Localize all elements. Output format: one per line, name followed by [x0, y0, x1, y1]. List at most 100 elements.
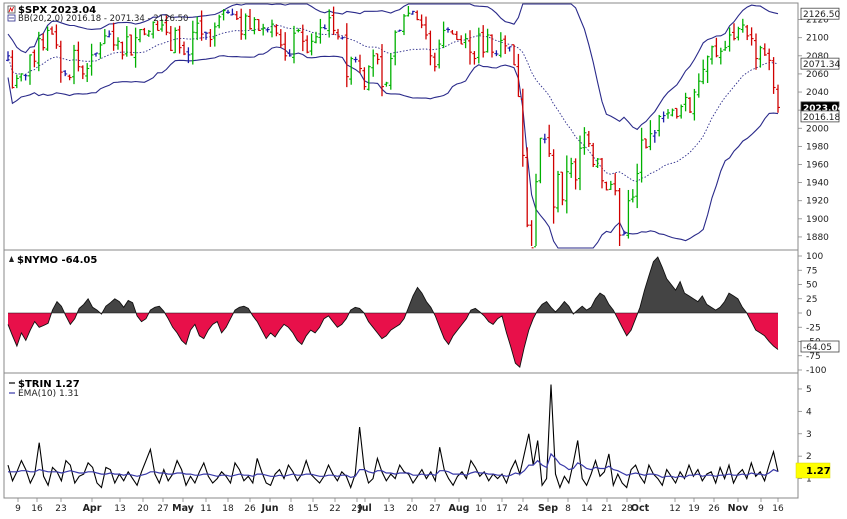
trin-tick-label: 2: [806, 452, 812, 462]
price-bar: [199, 10, 204, 41]
price-bar: [72, 44, 76, 85]
price-bar: [243, 13, 248, 40]
price-bar: [67, 74, 72, 81]
price-tick-label: 2060: [806, 70, 829, 80]
price-tick-label: 2080: [806, 52, 829, 62]
price-tick-label: 1900: [806, 215, 829, 225]
price-bar: [490, 34, 494, 58]
price-bar: [234, 11, 239, 20]
price-bar: [221, 9, 226, 21]
price-bar: [758, 45, 763, 68]
price-bar: [652, 129, 657, 143]
price-bar: [248, 9, 252, 30]
x-tick-label: 17: [496, 504, 507, 514]
price-bar: [525, 147, 530, 228]
price-bar: [89, 43, 94, 76]
price-bar: [177, 25, 182, 54]
price-bar: [776, 84, 780, 113]
price-bar: [397, 29, 402, 32]
price-bar: [124, 26, 129, 57]
price-tick-label: 1960: [806, 160, 829, 170]
trin-panel-frame: [3, 372, 799, 499]
price-badge-text: 2023.04: [803, 104, 844, 114]
price-bar: [674, 107, 679, 119]
price-bar: [657, 114, 662, 137]
nymo-negative-area: [8, 313, 778, 368]
price-bar: [450, 29, 455, 35]
price-bar: [129, 34, 134, 56]
x-tick-label: 13: [383, 504, 394, 514]
nymo-tick-label: 100: [806, 252, 823, 262]
x-tick-label: 21: [601, 504, 612, 514]
price-bar: [322, 24, 327, 30]
trin-legend: $TRIN 1.27 EMA(10) 1.31: [9, 379, 80, 399]
price-bars: [6, 6, 780, 249]
price-bar: [586, 130, 591, 148]
price-bar: [300, 24, 305, 52]
price-bar: [749, 27, 754, 46]
nymo-tick-label: 0: [806, 309, 812, 319]
price-bar: [670, 108, 675, 117]
price-bar: [36, 31, 41, 72]
price-bar: [318, 18, 323, 44]
price-bar: [692, 88, 697, 121]
trin-line: [7, 384, 779, 490]
trin-lines: [7, 384, 779, 490]
price-bar: [230, 8, 235, 16]
bb-lower-line: [7, 46, 779, 249]
price-bar: [661, 111, 666, 123]
x-tick-label: 26: [708, 504, 720, 514]
price-badge: 2071.34: [800, 57, 840, 70]
price-bar: [146, 29, 151, 37]
price-bar: [468, 30, 472, 65]
price-bar: [107, 30, 112, 38]
price-bar: [767, 48, 772, 71]
price-bar: [595, 158, 600, 168]
price-bar: [428, 30, 433, 66]
price-bar: [718, 47, 723, 65]
nymo-tick-label: -100: [806, 366, 827, 376]
price-title: $SPX 2023.04: [18, 5, 96, 16]
price-bar: [102, 29, 107, 45]
price-bar: [639, 127, 644, 183]
price-bar: [10, 50, 15, 89]
price-bar: [441, 21, 446, 49]
price-bar: [98, 42, 103, 59]
trin-ema-line: [8, 452, 779, 479]
price-bar: [710, 45, 714, 65]
price-badge-text: 2016.18: [803, 113, 840, 123]
price-bar: [437, 39, 442, 69]
price-bar: [23, 74, 28, 81]
price-bar: [410, 10, 415, 15]
ema-label: EMA(10) 1.31: [18, 389, 79, 399]
price-bar: [164, 15, 169, 36]
price-bar: [578, 135, 582, 191]
price-bar: [740, 18, 745, 33]
price-tick-label: 2040: [806, 88, 829, 98]
price-bar: [538, 137, 543, 184]
nymo-tick-label: -75: [806, 352, 821, 362]
price-bar: [375, 53, 380, 65]
price-bar: [133, 27, 138, 68]
price-bar: [402, 14, 406, 36]
trin-tick-label: 4: [806, 407, 812, 417]
price-badge: 2016.18: [800, 110, 840, 123]
price-bar: [155, 20, 160, 32]
price-bar: [349, 56, 354, 85]
price-bar: [292, 25, 296, 64]
price-bar: [239, 8, 244, 40]
price-bar: [600, 157, 604, 189]
price-bar: [626, 189, 631, 239]
price-bar: [529, 220, 534, 249]
x-tick-label: 26: [244, 504, 256, 514]
price-bar: [305, 35, 310, 54]
price-bar: [160, 19, 164, 32]
x-tick-label: Nov: [728, 503, 749, 514]
price-bar: [481, 25, 486, 58]
x-tick-label: Jun: [260, 503, 278, 514]
x-tick-label: 27: [429, 504, 440, 514]
price-bar: [714, 37, 719, 58]
price-bar: [182, 41, 186, 56]
price-bar: [424, 16, 428, 40]
